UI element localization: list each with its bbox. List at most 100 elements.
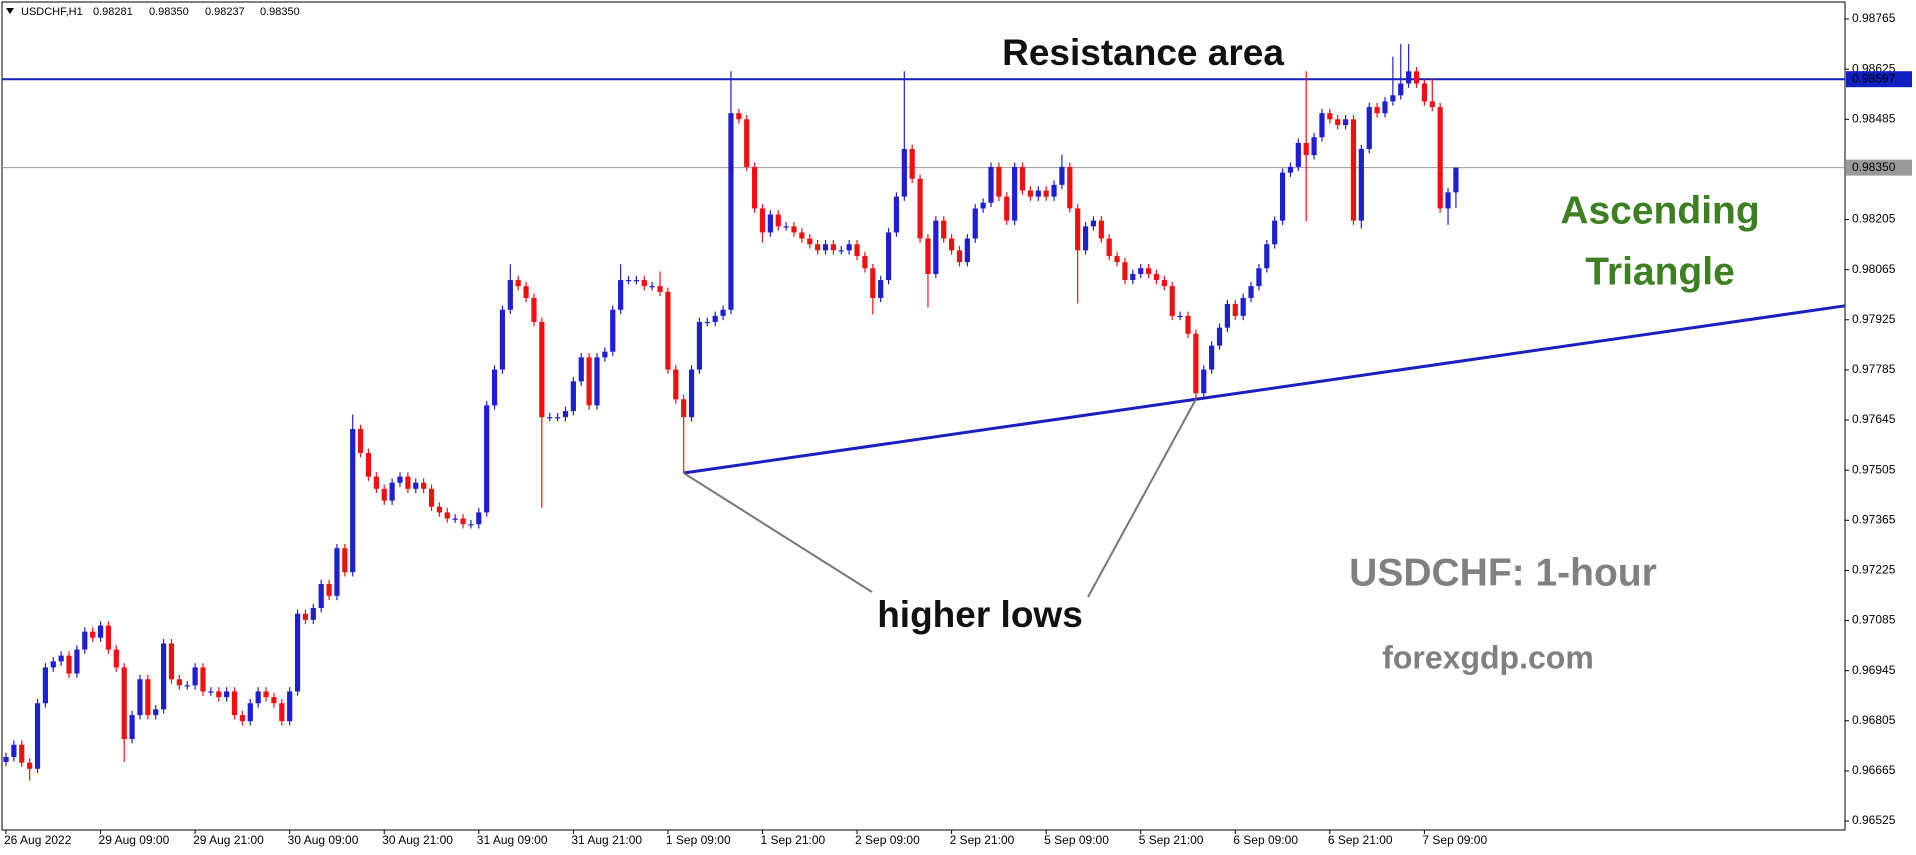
- overlay: USDCHF,H1 0.98281 0.98350 0.98237 0.9835…: [6, 6, 1760, 675]
- x-tick-label: 1 Sep 21:00: [760, 833, 825, 847]
- symbol-label: USDCHF,H1: [21, 6, 83, 18]
- y-tick-label: 0.97925: [1852, 312, 1896, 326]
- candle-body: [3, 756, 9, 762]
- candle-body: [239, 715, 245, 722]
- pattern-annotation: Triangle: [1585, 250, 1735, 293]
- candle-body: [759, 208, 766, 233]
- candle-body: [1169, 286, 1175, 316]
- candle-body: [618, 280, 624, 310]
- y-tick-label: 0.96945: [1852, 663, 1896, 677]
- candle-body: [933, 220, 939, 274]
- candle-body: [728, 113, 734, 310]
- candle-body: [752, 166, 758, 209]
- candle-body: [1004, 196, 1010, 221]
- candle-body: [610, 309, 616, 352]
- candle-body: [1082, 226, 1089, 251]
- candle-body: [287, 691, 293, 722]
- candle-body: [838, 250, 844, 252]
- candle-body: [681, 399, 687, 418]
- candle-body: [97, 625, 104, 638]
- candle-body: [996, 166, 1002, 197]
- pointer-line: [1087, 398, 1197, 598]
- y-tick-label: 0.96665: [1852, 763, 1896, 777]
- candle-body: [90, 631, 96, 638]
- y-tick-label: 0.98205: [1852, 212, 1896, 226]
- candle-body: [263, 691, 269, 698]
- candle-body: [594, 357, 600, 406]
- y-tick-label: 0.98065: [1852, 262, 1896, 276]
- candle-body: [555, 417, 561, 419]
- candle-body: [42, 667, 48, 704]
- price-label-box: [1846, 159, 1912, 176]
- candle-body: [1374, 107, 1380, 114]
- candle-body: [1209, 345, 1215, 370]
- candle-body: [373, 476, 379, 489]
- pattern-annotation: Ascending: [1560, 189, 1759, 232]
- plot-frame: [1, 1, 1846, 831]
- candle-body: [964, 238, 970, 263]
- header-low: 0.98237: [205, 6, 245, 18]
- x-tick-label: 26 Aug 2022: [4, 833, 72, 847]
- candle-body: [476, 512, 482, 525]
- candle-body: [1343, 119, 1349, 126]
- candle-body: [775, 214, 781, 227]
- candle-body: [1264, 244, 1270, 269]
- candle-body: [531, 297, 537, 322]
- candle-body: [1051, 184, 1057, 197]
- candle-body: [736, 113, 742, 120]
- header-open: 0.98281: [93, 6, 133, 18]
- candle-body: [224, 691, 230, 698]
- candle-body: [247, 703, 253, 722]
- candle-body: [988, 166, 994, 203]
- candle-body: [413, 482, 419, 489]
- candle-body: [302, 613, 309, 620]
- candle-body: [1185, 315, 1191, 334]
- candle-body: [1256, 268, 1262, 287]
- candle-body: [334, 548, 340, 596]
- candle-body: [854, 244, 860, 257]
- candle-body: [1272, 220, 1278, 245]
- candle-body: [1248, 286, 1254, 298]
- candle-body: [1429, 101, 1435, 108]
- candle-body: [870, 268, 876, 298]
- candle-body: [980, 202, 986, 209]
- candle-body: [696, 321, 703, 370]
- candle-body: [1295, 142, 1301, 167]
- candle-body: [602, 351, 608, 358]
- candle-body: [153, 709, 159, 716]
- candle-body: [1366, 107, 1372, 150]
- candle-body: [1445, 192, 1451, 209]
- candle-body: [436, 506, 442, 513]
- candle-body: [885, 232, 892, 281]
- candle-body: [176, 679, 182, 686]
- candle-body: [1027, 190, 1033, 197]
- candle-body: [649, 286, 655, 288]
- candle-body: [1240, 297, 1246, 316]
- y-tick-label: 0.97785: [1852, 362, 1896, 376]
- header-high: 0.98350: [149, 6, 189, 18]
- candle-body: [1413, 71, 1420, 84]
- y-tick-label: 0.97645: [1852, 412, 1896, 426]
- candle-body: [208, 691, 214, 693]
- candle-body: [200, 667, 206, 692]
- candle-body: [704, 321, 710, 324]
- candle-body: [389, 482, 395, 501]
- x-tick-label: 6 Sep 21:00: [1328, 833, 1393, 847]
- candle-body: [294, 613, 301, 692]
- x-tick-label: 5 Sep 21:00: [1139, 833, 1204, 847]
- candle-body: [893, 196, 900, 233]
- candle-body: [310, 608, 316, 620]
- resistance-annotation: Resistance area: [1002, 32, 1284, 73]
- candle-body: [1335, 119, 1341, 126]
- candle-body: [1303, 142, 1309, 156]
- candle-body: [1114, 256, 1120, 263]
- x-tick-label: 7 Sep 09:00: [1422, 833, 1487, 847]
- candle-body: [956, 250, 963, 263]
- x-tick-label: 31 Aug 21:00: [571, 833, 642, 847]
- candle-body: [949, 238, 955, 251]
- site-annotation: forexgdp.com: [1382, 639, 1594, 675]
- pointer-line: [683, 472, 873, 593]
- price-label-box: [1846, 71, 1912, 88]
